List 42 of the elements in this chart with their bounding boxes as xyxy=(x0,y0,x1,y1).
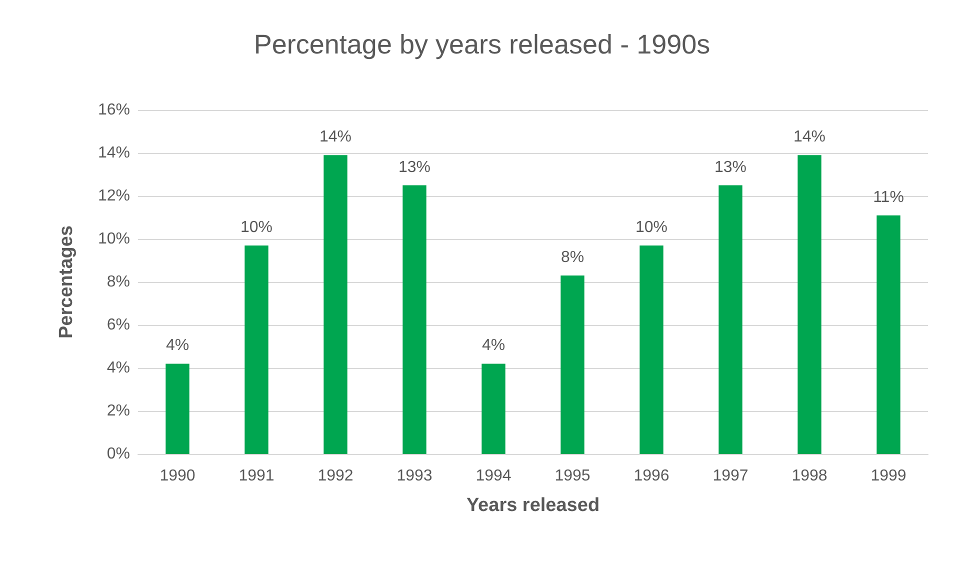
x-tick-label: 1992 xyxy=(318,468,354,484)
data-label: 14% xyxy=(793,128,826,146)
chart-title: Percentage by years released - 1990s xyxy=(254,30,710,60)
y-tick-label: 4% xyxy=(106,360,130,376)
x-tick-label: 1991 xyxy=(238,468,274,484)
bar xyxy=(560,276,584,454)
y-axis-title: Percentages xyxy=(56,225,77,339)
bar xyxy=(482,364,506,454)
bar xyxy=(324,155,348,454)
x-tick-label: 1994 xyxy=(476,468,512,484)
x-tick-label: 1996 xyxy=(634,468,670,484)
y-tick-label: 12% xyxy=(98,188,130,204)
bar xyxy=(876,215,900,454)
bar xyxy=(718,185,742,454)
data-label: 14% xyxy=(319,128,352,146)
y-tick-label: 10% xyxy=(98,230,130,248)
data-label: 4% xyxy=(482,337,506,354)
bar xyxy=(402,185,426,454)
bar xyxy=(640,245,664,454)
y-tick-label: 0% xyxy=(106,446,130,462)
data-label: 13% xyxy=(398,158,431,176)
x-tick-label: 1998 xyxy=(792,468,828,484)
y-tick-label: 16% xyxy=(98,102,130,118)
bar xyxy=(244,245,268,454)
x-tick-label: 1997 xyxy=(712,468,748,484)
x-axis-title: Years released xyxy=(466,495,600,516)
data-label: 10% xyxy=(635,218,668,236)
data-label: 10% xyxy=(240,218,273,236)
x-tick-label: 1993 xyxy=(396,468,432,484)
y-tick-label: 6% xyxy=(106,316,130,334)
data-label: 11% xyxy=(873,188,904,206)
y-tick-label: 8% xyxy=(106,274,130,290)
data-label: 13% xyxy=(714,158,747,176)
bar xyxy=(798,155,822,454)
data-label: 8% xyxy=(560,249,584,266)
x-tick-label: 1995 xyxy=(554,468,590,484)
data-label: 4% xyxy=(166,337,190,354)
x-tick-label: 1999 xyxy=(870,468,906,484)
bar xyxy=(166,364,190,454)
y-tick-label: 14% xyxy=(98,144,130,162)
x-tick-label: 1990 xyxy=(160,468,196,484)
y-tick-label: 2% xyxy=(106,402,130,420)
